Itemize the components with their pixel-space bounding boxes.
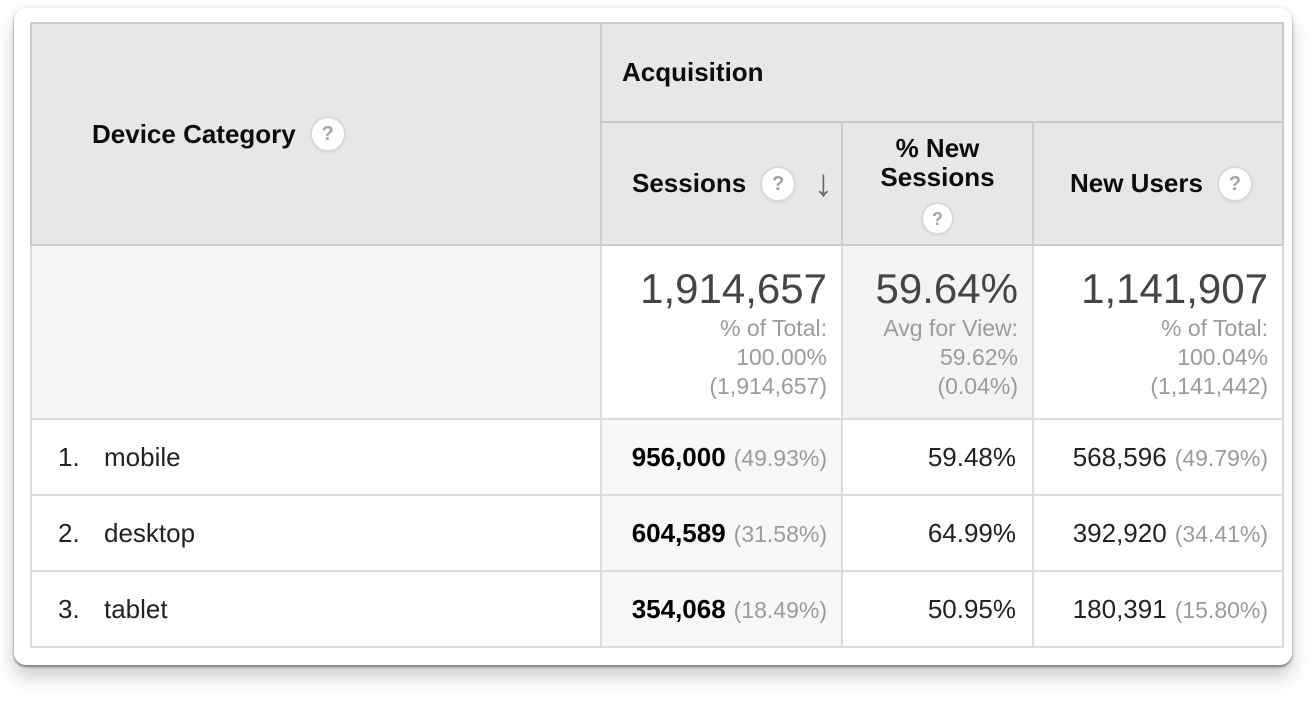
sessions-cell: 956,000 (49.93%) xyxy=(600,418,843,496)
sessions-percent: (49.93%) xyxy=(733,444,827,471)
device-cell: 3. tablet xyxy=(30,570,602,648)
new-users-column-header[interactable]: New Users ? xyxy=(1031,121,1285,246)
sessions-cell: 604,589 (31.58%) xyxy=(600,494,843,572)
new-sessions-average-value: 59.64% xyxy=(875,264,1018,312)
device-cell: 2. desktop xyxy=(30,494,602,572)
new-users-column-label: New Users xyxy=(1070,168,1203,198)
new-users-percent: (15.80%) xyxy=(1174,596,1269,623)
sessions-percent: (31.58%) xyxy=(733,520,827,547)
new-users-value: 180,391 xyxy=(1072,593,1167,624)
percent-new-sessions-column-label: % New Sessions xyxy=(880,133,995,192)
sessions-column-label: Sessions xyxy=(632,168,747,198)
help-icon[interactable]: ? xyxy=(762,167,795,200)
device-label: tablet xyxy=(104,593,168,624)
acquisition-group-header: Acquisition xyxy=(599,22,1285,123)
sessions-total-cell: 1,914,657 % of Total: 100.00% (1,914,657… xyxy=(600,244,843,420)
device-label: mobile xyxy=(104,441,181,472)
sort-descending-icon[interactable]: ↓ xyxy=(814,162,833,205)
acquisition-table: Device Category ? Acquisition Sessions ?… xyxy=(30,22,1285,648)
sessions-cell: 354,068 (18.49%) xyxy=(600,570,843,648)
summary-dimension-cell xyxy=(30,244,602,420)
new-users-cell: 568,596 (49.79%) xyxy=(1031,418,1285,496)
new-users-percent: (34.41%) xyxy=(1174,520,1269,547)
sessions-value: 956,000 xyxy=(631,441,726,472)
new-users-value: 392,920 xyxy=(1072,517,1167,548)
new-users-cell: 392,920 (34.41%) xyxy=(1031,494,1285,572)
new-users-cell: 180,391 (15.80%) xyxy=(1031,570,1285,648)
new-users-value: 568,596 xyxy=(1072,441,1167,472)
sessions-value: 354,068 xyxy=(631,593,726,624)
table-row: 2. desktop 604,589 (31.58%) 64.99% 392,92… xyxy=(30,494,1285,572)
sessions-column-header[interactable]: Sessions ? ↓ xyxy=(600,121,843,246)
sessions-total-value: 1,914,657 xyxy=(640,264,827,312)
new-sessions-average-note: Avg for View: xyxy=(883,314,1018,341)
help-icon[interactable]: ? xyxy=(923,204,952,233)
sessions-total-note: % of Total: xyxy=(720,314,827,341)
summary-row: 1,914,657 % of Total: 100.00% (1,914,657… xyxy=(30,244,1285,420)
sessions-percent: (18.49%) xyxy=(733,596,827,623)
new-sessions-cell: 59.48% xyxy=(841,418,1034,496)
new-sessions-value: 59.48% xyxy=(927,441,1016,472)
new-sessions-average-cell: 59.64% Avg for View: 59.62% (0.04%) xyxy=(841,244,1034,420)
new-users-total-note: % of Total: xyxy=(1161,314,1269,341)
table-row: 3. tablet 354,068 (18.49%) 50.95% 180,391… xyxy=(30,570,1285,648)
help-icon[interactable]: ? xyxy=(311,118,344,150)
row-rank: 3. xyxy=(58,593,80,624)
sessions-value: 604,589 xyxy=(631,517,726,548)
screenshot-card: Device Category ? Acquisition Sessions ?… xyxy=(14,8,1292,665)
row-rank: 1. xyxy=(58,441,80,472)
device-cell: 1. mobile xyxy=(30,418,602,496)
table-row: 1. mobile 956,000 (49.93%) 59.48% 568,596… xyxy=(30,418,1285,496)
new-sessions-cell: 50.95% xyxy=(841,570,1034,648)
device-category-header[interactable]: Device Category ? xyxy=(30,22,602,246)
help-icon[interactable]: ? xyxy=(1218,167,1251,200)
new-sessions-value: 50.95% xyxy=(927,593,1016,624)
device-label: desktop xyxy=(104,517,196,548)
acquisition-group-label: Acquisition xyxy=(622,57,764,87)
group-header-row: Device Category ? Acquisition xyxy=(30,22,1285,246)
column-header-row: Sessions ? ↓ % New Sessions ? New Users … xyxy=(31,121,1285,246)
new-users-total-value: 1,141,907 xyxy=(1081,264,1269,312)
new-users-percent: (49.79%) xyxy=(1174,444,1269,471)
percent-new-sessions-column-header[interactable]: % New Sessions ? xyxy=(841,121,1034,246)
row-rank: 2. xyxy=(58,517,80,548)
new-sessions-value: 64.99% xyxy=(927,517,1016,548)
device-category-header-label: Device Category xyxy=(92,118,296,149)
new-sessions-cell: 64.99% xyxy=(841,494,1034,572)
new-users-total-cell: 1,141,907 % of Total: 100.04% (1,141,442… xyxy=(1031,244,1285,420)
